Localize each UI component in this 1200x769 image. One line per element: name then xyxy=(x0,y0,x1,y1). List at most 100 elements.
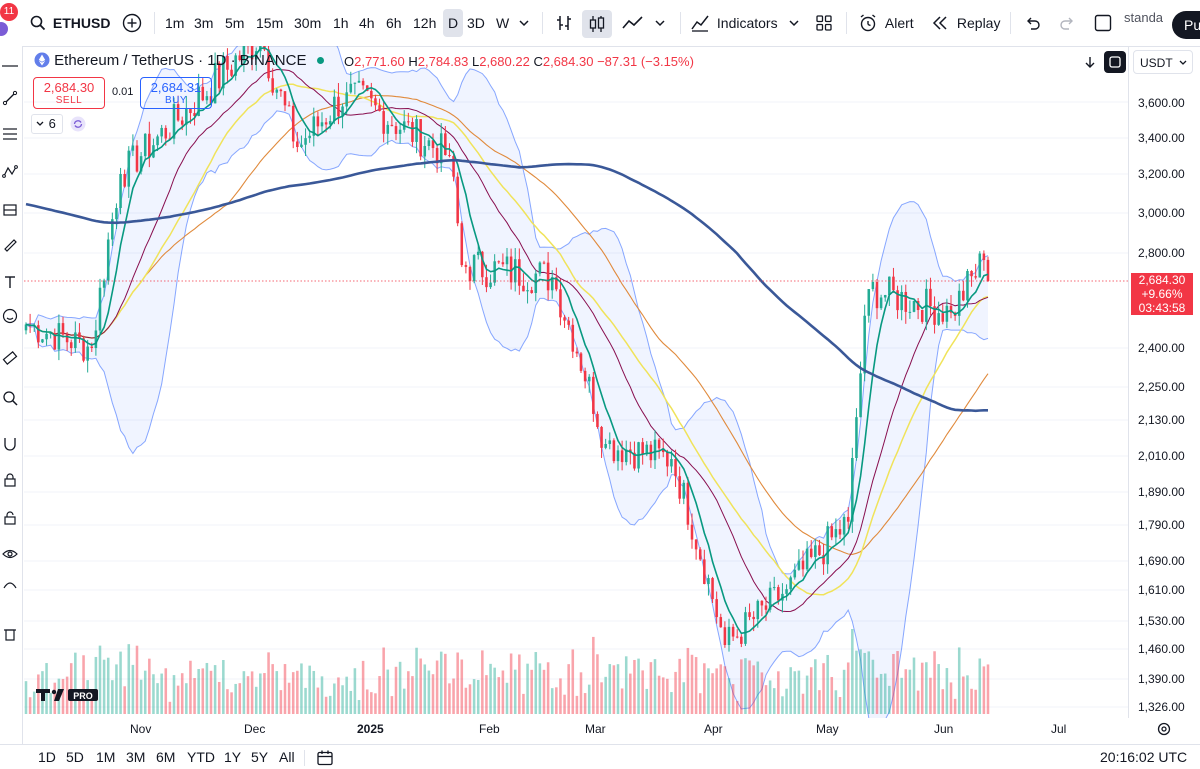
trash-icon[interactable] xyxy=(2,626,18,642)
publish-button[interactable]: Pu xyxy=(1172,11,1200,39)
timeframe-w[interactable]: W xyxy=(496,15,510,31)
currency-select[interactable]: USDT xyxy=(1133,50,1193,74)
layout-toggle-button[interactable] xyxy=(1094,9,1112,37)
volume-bar xyxy=(193,678,196,714)
magnet-icon[interactable] xyxy=(2,436,18,452)
volume-bar xyxy=(45,663,48,714)
fib-retracement-icon[interactable] xyxy=(2,126,18,142)
toolbar-divider xyxy=(846,12,847,34)
candle xyxy=(670,450,673,473)
eye-icon[interactable] xyxy=(2,546,18,562)
volume-bar xyxy=(304,687,307,714)
candle xyxy=(464,261,468,274)
volume-bar xyxy=(275,671,279,714)
candle xyxy=(522,273,525,292)
settings-gear-icon[interactable] xyxy=(1156,721,1172,737)
candle xyxy=(571,318,575,359)
timeframe-dropdown[interactable] xyxy=(518,9,530,37)
volume-bar xyxy=(567,664,570,714)
utc-clock[interactable]: 20:16:02 UTC xyxy=(1100,749,1188,765)
volume-bar xyxy=(629,673,632,714)
range-all[interactable]: All xyxy=(279,749,295,765)
range-5y[interactable]: 5Y xyxy=(251,749,269,765)
volume-bar xyxy=(731,684,735,714)
sync-icon[interactable] xyxy=(70,116,86,132)
hide-icon[interactable] xyxy=(2,576,18,592)
ruler-icon[interactable] xyxy=(2,350,18,366)
timeframe-3d[interactable]: 3D xyxy=(467,15,485,31)
timeframe-4h[interactable]: 4h xyxy=(359,15,375,31)
candles-style-button[interactable] xyxy=(582,10,612,38)
range-ytd[interactable]: YTD xyxy=(187,749,215,765)
sell-button[interactable]: 2,684.30 SELL xyxy=(33,77,105,109)
symbol-search[interactable]: ETHUSD xyxy=(30,9,110,37)
notification-badge[interactable]: 11 xyxy=(0,3,18,21)
undo-button[interactable] xyxy=(1024,9,1042,37)
timeframe-12h[interactable]: 12h xyxy=(413,15,437,31)
price-label: 1,890.00 xyxy=(1138,485,1185,499)
down-arrow-icon[interactable] xyxy=(1083,55,1097,69)
chart-settings-button[interactable] xyxy=(1104,51,1126,73)
range-1d[interactable]: 1D xyxy=(38,749,56,765)
indicators-dropdown[interactable] xyxy=(788,9,800,37)
timeframe-1m[interactable]: 1m xyxy=(165,15,185,31)
timeframe-6h[interactable]: 6h xyxy=(386,15,402,31)
timeframe-d[interactable]: D xyxy=(443,9,464,37)
price-chart[interactable] xyxy=(24,46,1128,718)
range-3m[interactable]: 3M xyxy=(126,749,146,765)
calendar-icon[interactable] xyxy=(316,749,334,767)
candle xyxy=(830,523,834,541)
smile-icon[interactable] xyxy=(2,308,18,324)
pattern-icon[interactable] xyxy=(2,164,18,180)
time-label: Apr xyxy=(704,722,723,736)
timeframe-1h[interactable]: 1h xyxy=(333,15,349,31)
time-label: May xyxy=(816,722,839,736)
zoom-icon[interactable] xyxy=(2,390,18,406)
avatar[interactable] xyxy=(0,22,8,36)
chart-legend[interactable]: Ethereum / TetherUS · 1D · BINANCE xyxy=(34,52,324,69)
compare-button[interactable] xyxy=(122,9,142,37)
price-scale[interactable] xyxy=(1128,46,1200,718)
volume-bar xyxy=(661,677,665,714)
timeframe-5m[interactable]: 5m xyxy=(225,15,245,31)
layout-name[interactable]: standa xyxy=(1124,10,1164,25)
crosshair-icon[interactable] xyxy=(2,58,18,74)
text-icon[interactable] xyxy=(2,274,18,290)
replay-button[interactable]: Replay xyxy=(930,9,1000,37)
range-5d[interactable]: 5D xyxy=(66,749,84,765)
templates-button[interactable] xyxy=(815,9,833,37)
redo-button[interactable] xyxy=(1058,9,1076,37)
timeframe-3m[interactable]: 3m xyxy=(194,15,214,31)
volume-bar xyxy=(735,700,739,714)
range-6m[interactable]: 6M xyxy=(156,749,176,765)
brush-icon[interactable] xyxy=(2,236,18,252)
candle xyxy=(719,613,723,628)
candle xyxy=(772,576,776,591)
candle xyxy=(707,574,710,596)
lock-drawings-icon[interactable] xyxy=(2,472,18,488)
timeframe-15m[interactable]: 15m xyxy=(256,15,284,31)
indicators-toggle[interactable]: 6 xyxy=(31,114,63,134)
line-style-button[interactable] xyxy=(622,9,666,37)
candle xyxy=(407,112,410,126)
time-label: 2025 xyxy=(357,722,384,736)
projection-icon[interactable] xyxy=(2,202,18,218)
volume-bar xyxy=(756,661,760,714)
lock-icon[interactable] xyxy=(2,510,18,526)
range-1m[interactable]: 1M xyxy=(96,749,116,765)
tradingview-pro-logo: PRO xyxy=(36,688,100,703)
bar-style-button[interactable] xyxy=(554,9,574,37)
candle xyxy=(690,513,694,549)
timeframe-30m[interactable]: 30m xyxy=(294,15,322,31)
buy-button[interactable]: 2,684.31 BUY xyxy=(140,77,212,109)
chevron-down-icon xyxy=(1179,60,1187,65)
trend-line-icon[interactable] xyxy=(2,90,18,106)
volume-bar xyxy=(493,667,496,714)
toolbar-divider xyxy=(542,12,543,34)
volume-bar xyxy=(172,675,176,714)
search-icon xyxy=(30,15,46,31)
range-1y[interactable]: 1Y xyxy=(224,749,242,765)
indicators-button[interactable]: Indicators xyxy=(690,9,778,37)
candle xyxy=(476,245,480,260)
alert-button[interactable]: Alert xyxy=(858,9,914,37)
